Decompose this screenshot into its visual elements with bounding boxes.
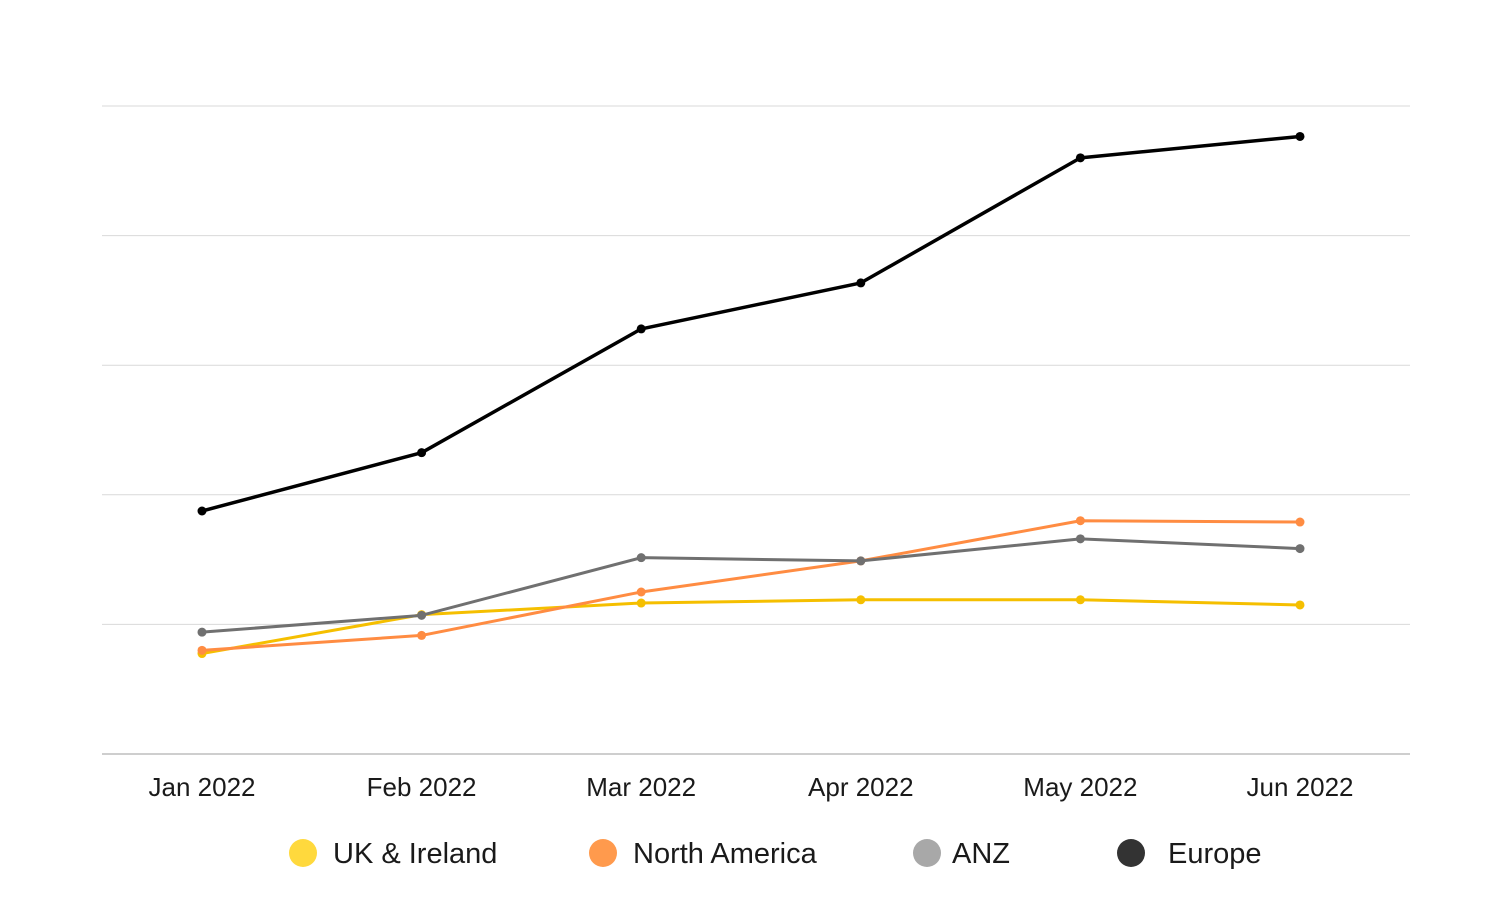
data-point bbox=[1295, 600, 1305, 610]
x-tick-label: May 2022 bbox=[1023, 772, 1137, 802]
data-point bbox=[1075, 595, 1085, 605]
series-line bbox=[200, 134, 1302, 513]
series-3 bbox=[197, 131, 1305, 516]
series-line bbox=[200, 598, 1302, 656]
gridlines bbox=[102, 105, 1410, 755]
data-point bbox=[417, 448, 427, 458]
data-point bbox=[636, 587, 646, 597]
series-line bbox=[200, 537, 1302, 634]
data-point bbox=[417, 610, 427, 620]
series-lines bbox=[197, 131, 1305, 659]
x-tick-label: Jan 2022 bbox=[149, 772, 256, 802]
data-point bbox=[1075, 534, 1085, 544]
x-tick-label: Mar 2022 bbox=[586, 772, 696, 802]
legend-item: Europe bbox=[1117, 838, 1262, 870]
series-line bbox=[200, 519, 1302, 652]
data-point bbox=[856, 556, 866, 566]
data-point bbox=[636, 324, 646, 334]
legend: UK & Ireland North America ANZ Europe bbox=[289, 838, 1262, 870]
data-point bbox=[1295, 131, 1305, 141]
x-axis-ticks: Jan 2022 Feb 2022 Mar 2022 Apr 2022 May 2022… bbox=[149, 772, 1354, 802]
legend-label: North America bbox=[633, 838, 818, 870]
legend-label: ANZ bbox=[952, 838, 1010, 870]
series-1 bbox=[197, 516, 1305, 655]
legend-swatch bbox=[589, 839, 617, 867]
data-point bbox=[197, 506, 207, 516]
legend-swatch bbox=[913, 839, 941, 867]
legend-label: UK & Ireland bbox=[333, 838, 497, 870]
data-point bbox=[856, 595, 866, 605]
x-tick-label: Feb 2022 bbox=[367, 772, 477, 802]
series-0 bbox=[197, 595, 1305, 659]
data-point bbox=[417, 630, 427, 640]
x-tick-label: Apr 2022 bbox=[808, 772, 914, 802]
legend-label: Europe bbox=[1168, 838, 1262, 870]
data-point bbox=[197, 627, 207, 637]
legend-item: ANZ bbox=[913, 838, 1010, 870]
data-point bbox=[636, 553, 646, 563]
data-point bbox=[636, 598, 646, 608]
data-point bbox=[1295, 517, 1305, 527]
series-2 bbox=[197, 534, 1305, 637]
data-point bbox=[856, 278, 866, 288]
data-point bbox=[1075, 516, 1085, 526]
legend-swatch bbox=[289, 839, 317, 867]
data-point bbox=[197, 645, 207, 655]
legend-item: North America bbox=[589, 838, 818, 870]
data-point bbox=[1075, 153, 1085, 163]
legend-swatch bbox=[1117, 839, 1145, 867]
data-point bbox=[1295, 544, 1305, 554]
x-tick-label: Jun 2022 bbox=[1247, 772, 1354, 802]
legend-item: UK & Ireland bbox=[289, 838, 497, 870]
